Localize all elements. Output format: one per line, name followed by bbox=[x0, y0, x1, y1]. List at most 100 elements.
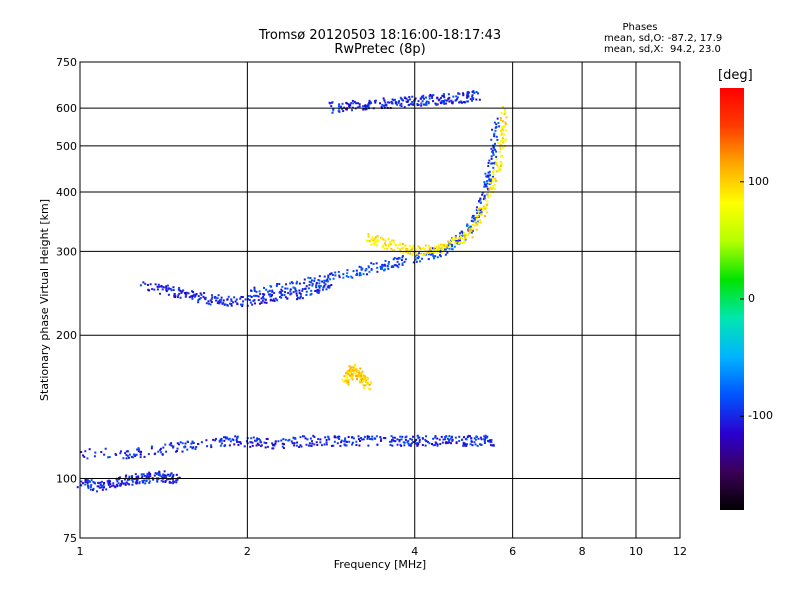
data-point bbox=[162, 446, 165, 449]
data-point bbox=[493, 183, 496, 186]
data-point bbox=[159, 292, 162, 295]
data-point bbox=[481, 191, 484, 194]
data-point bbox=[464, 238, 467, 241]
data-point bbox=[458, 101, 461, 104]
data-point bbox=[488, 187, 491, 190]
data-point bbox=[184, 295, 187, 298]
data-point bbox=[362, 105, 365, 108]
data-point bbox=[419, 248, 422, 251]
data-point bbox=[311, 440, 314, 443]
data-point bbox=[99, 483, 102, 486]
data-point bbox=[140, 476, 143, 479]
data-point bbox=[360, 268, 363, 271]
data-point bbox=[301, 435, 304, 438]
y-tick-label: 600 bbox=[56, 102, 77, 115]
data-point bbox=[400, 102, 403, 105]
data-point bbox=[479, 197, 482, 200]
data-point bbox=[443, 245, 446, 248]
data-point bbox=[428, 442, 431, 445]
data-point bbox=[418, 260, 421, 263]
data-point bbox=[96, 481, 99, 484]
data-point bbox=[364, 108, 367, 111]
plot-frame bbox=[79, 61, 681, 539]
data-point bbox=[428, 247, 431, 250]
data-point bbox=[131, 474, 134, 477]
data-point bbox=[437, 248, 440, 251]
data-point bbox=[107, 479, 110, 482]
x-tick-label: 10 bbox=[629, 545, 643, 558]
data-point bbox=[170, 472, 173, 475]
data-point bbox=[358, 272, 361, 275]
data-point bbox=[353, 100, 356, 103]
data-point bbox=[267, 293, 270, 296]
data-point bbox=[308, 283, 311, 286]
data-point bbox=[339, 444, 342, 447]
data-point bbox=[341, 378, 344, 381]
data-point bbox=[86, 481, 89, 484]
data-point bbox=[124, 475, 127, 478]
data-point bbox=[132, 478, 135, 481]
data-point bbox=[330, 272, 333, 275]
data-point bbox=[172, 286, 175, 289]
data-point bbox=[365, 268, 368, 271]
data-point bbox=[295, 292, 298, 295]
data-point bbox=[493, 132, 496, 135]
data-point bbox=[304, 287, 307, 290]
data-point bbox=[132, 453, 135, 456]
data-point bbox=[323, 281, 326, 284]
data-point bbox=[229, 440, 232, 443]
data-point bbox=[395, 257, 398, 260]
data-point bbox=[470, 440, 473, 443]
data-point bbox=[204, 296, 207, 299]
data-point bbox=[256, 437, 259, 440]
colorbar-tick-label: 0 bbox=[748, 292, 755, 305]
data-point bbox=[498, 150, 501, 153]
x-axis-ticks: 1 2 4 6 8 10 12 bbox=[77, 545, 688, 558]
data-point bbox=[487, 192, 490, 195]
data-point bbox=[324, 283, 327, 286]
data-point bbox=[350, 109, 353, 112]
data-point bbox=[363, 387, 366, 390]
data-point bbox=[397, 101, 400, 104]
data-point bbox=[220, 298, 223, 301]
data-point bbox=[161, 453, 164, 456]
data-point bbox=[440, 435, 443, 438]
data-point bbox=[108, 486, 111, 489]
data-point bbox=[223, 439, 226, 442]
data-point bbox=[462, 101, 465, 104]
data-point bbox=[290, 281, 293, 284]
colorbar-tick-label: -100 bbox=[748, 409, 773, 423]
data-point bbox=[192, 446, 195, 449]
data-point bbox=[352, 366, 355, 369]
data-point bbox=[403, 96, 406, 99]
data-point bbox=[366, 105, 369, 108]
data-point bbox=[397, 266, 400, 269]
data-point bbox=[490, 438, 493, 441]
data-point bbox=[202, 295, 205, 298]
data-point bbox=[162, 473, 165, 476]
data-point bbox=[236, 440, 239, 443]
data-point bbox=[299, 436, 302, 439]
data-point bbox=[418, 247, 421, 250]
data-point bbox=[488, 188, 491, 191]
data-point bbox=[175, 479, 178, 482]
data-point bbox=[395, 244, 398, 247]
data-point bbox=[476, 221, 479, 224]
data-point bbox=[483, 181, 486, 184]
data-point bbox=[384, 259, 387, 262]
data-point bbox=[392, 258, 395, 261]
data-point bbox=[449, 244, 452, 247]
data-point bbox=[423, 247, 426, 250]
data-point bbox=[340, 441, 343, 444]
data-point bbox=[192, 441, 195, 444]
data-point bbox=[412, 251, 415, 254]
data-point bbox=[400, 105, 403, 108]
data-point bbox=[367, 235, 370, 238]
data-point bbox=[383, 263, 386, 266]
data-point bbox=[234, 435, 237, 438]
data-point bbox=[451, 102, 454, 105]
data-point bbox=[390, 243, 393, 246]
data-point bbox=[359, 274, 362, 277]
data-point bbox=[386, 265, 389, 268]
phases-x-stats: mean, sd,X: 94.2, 23.0 bbox=[604, 44, 721, 55]
